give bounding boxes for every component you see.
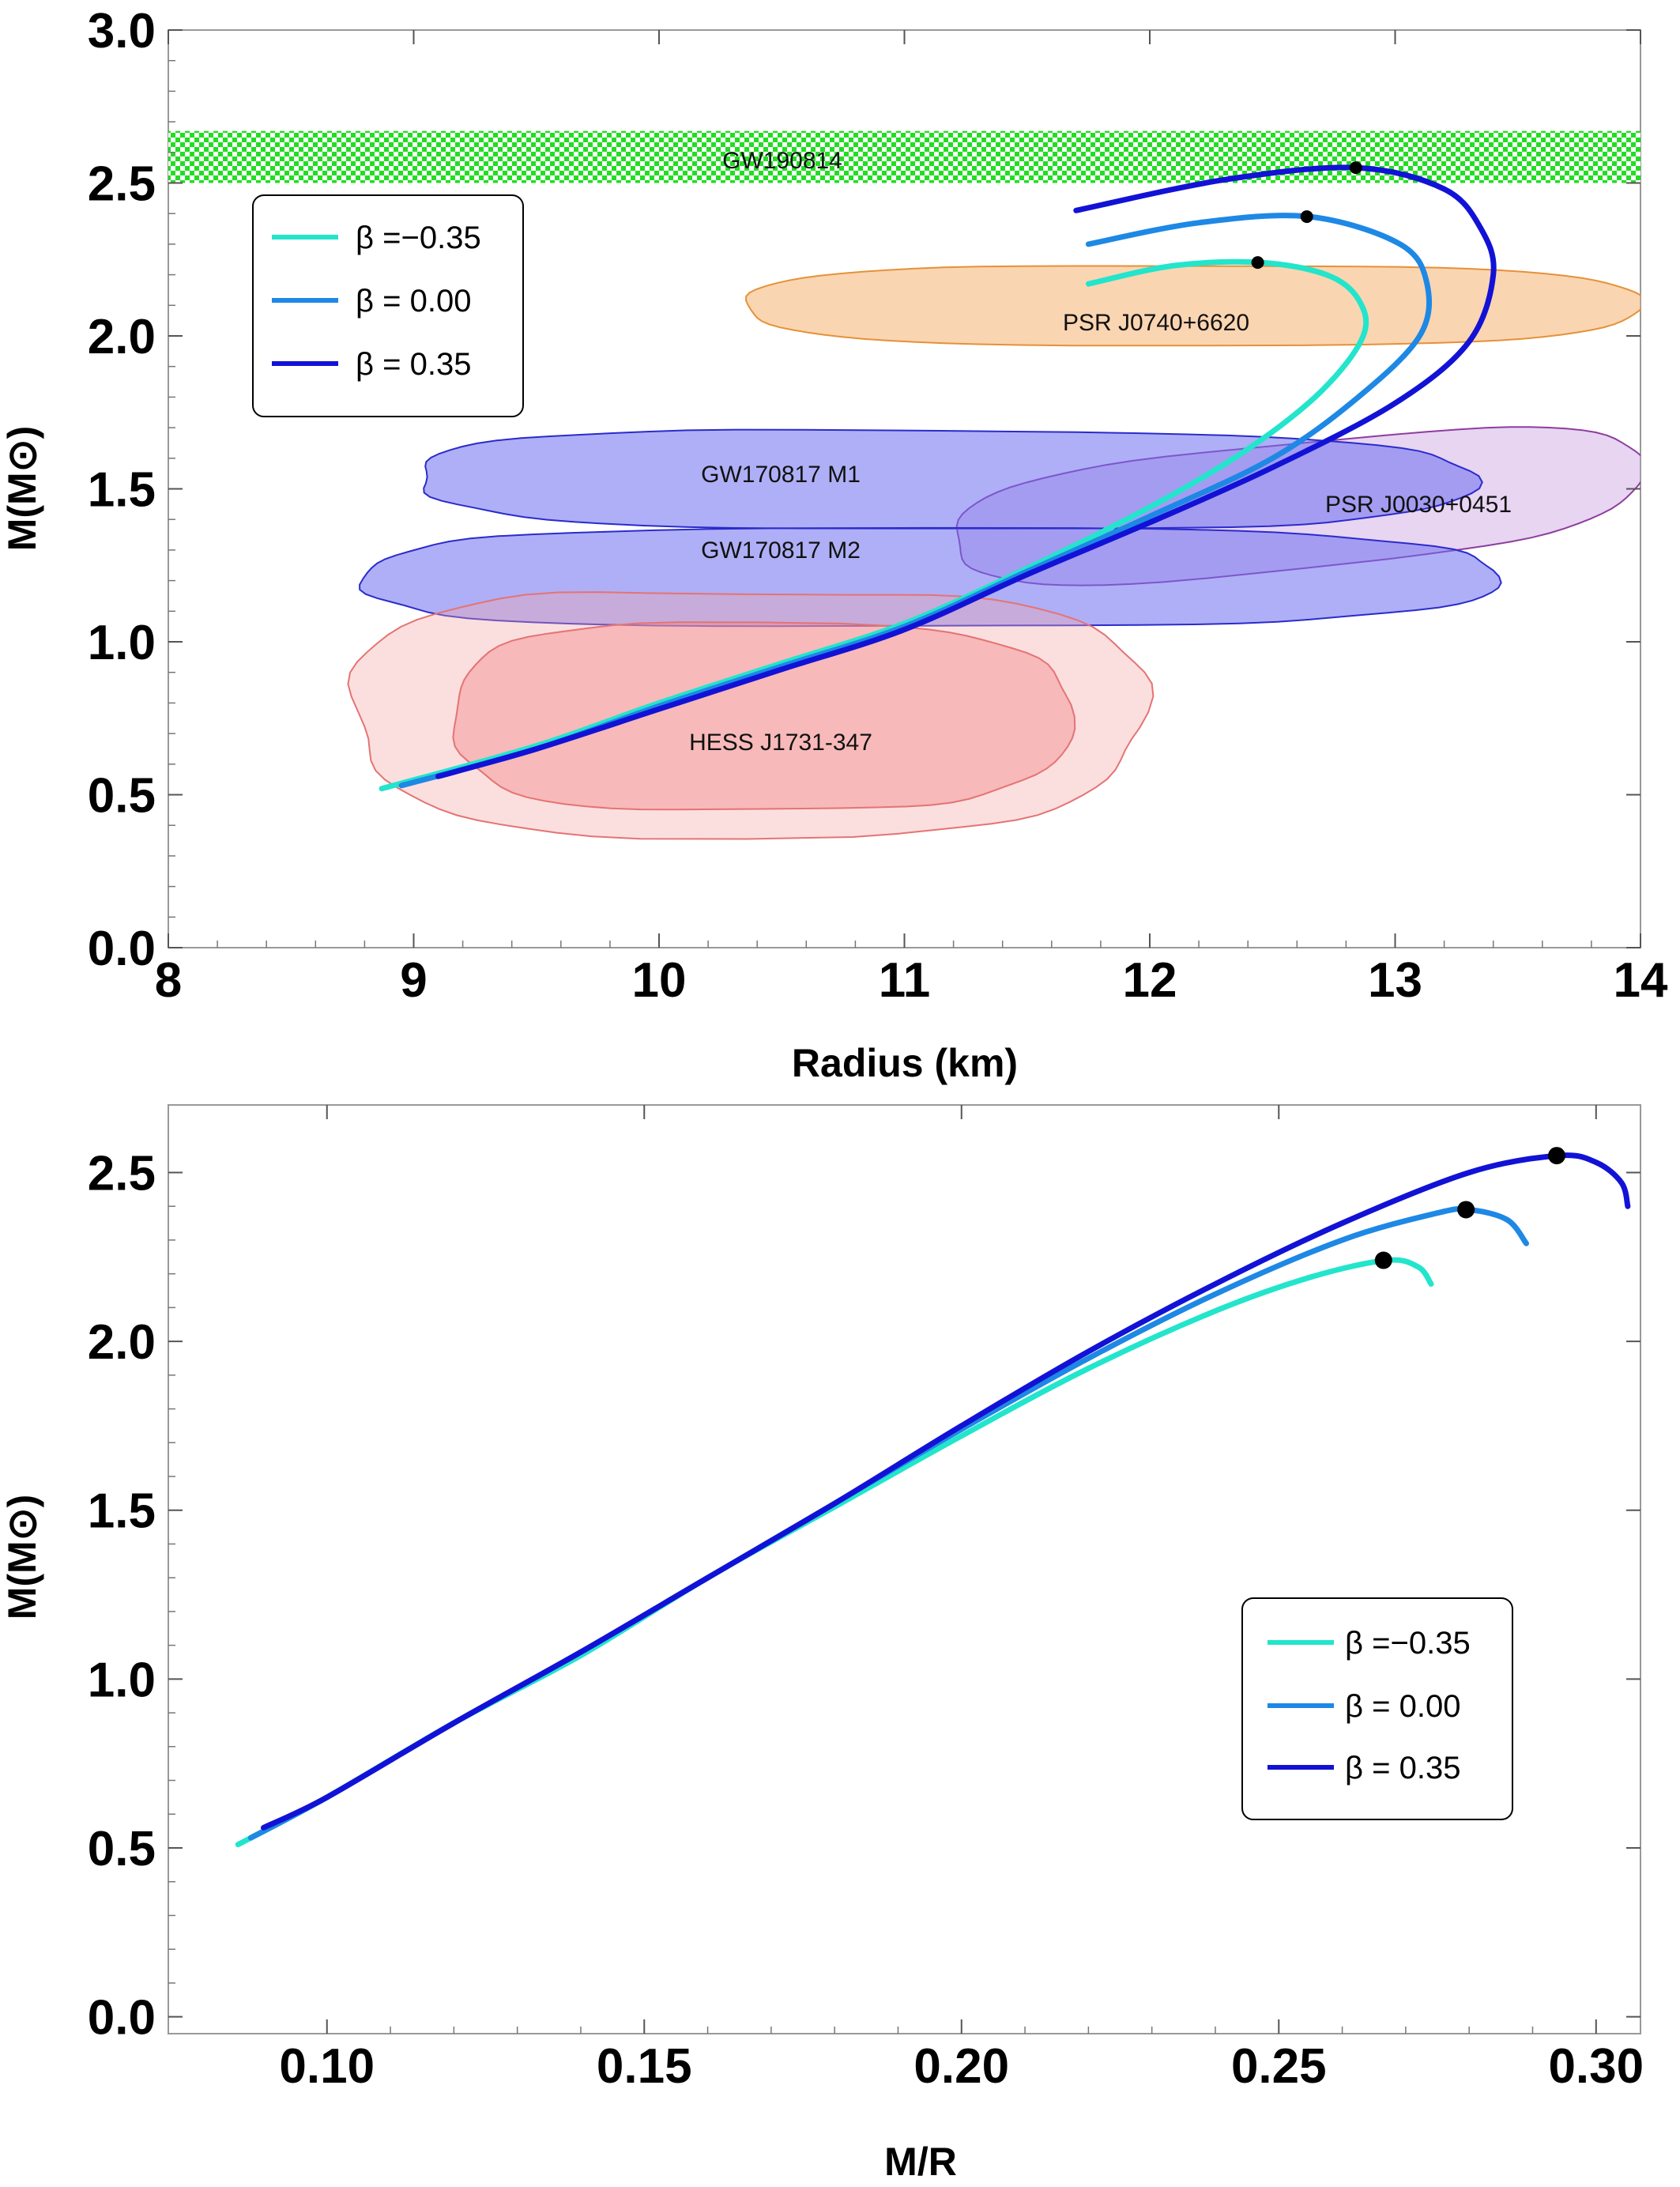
- legend-label-beta-neg: β =−0.35: [1345, 1626, 1471, 1661]
- y-tick-label: 1.5: [88, 463, 156, 518]
- x-tick-label: 13: [1368, 953, 1422, 1008]
- y-tick-label: 0.5: [88, 769, 156, 824]
- curve-beta-pos: [435, 164, 1497, 779]
- y-tick-label: 1.0: [88, 1653, 156, 1707]
- mass-radius-panel: GW190814 PSR J0740+6620 GW170817 M1 GW17…: [0, 4, 1668, 1085]
- legend-label-beta-neg: β =−0.35: [356, 221, 481, 255]
- x-tick-label: 12: [1123, 953, 1177, 1008]
- legend-label-beta-pos: β = 0.35: [356, 347, 471, 382]
- y-axis-label: M(M⊙): [0, 426, 44, 552]
- x-axis-ticks: 8 9 10 11 12 13 14: [155, 30, 1668, 1008]
- y-axis-label: M(M⊙): [0, 1495, 44, 1620]
- y-tick-label: 2.5: [88, 1146, 156, 1201]
- max-mass-point-beta-neg: [1251, 256, 1264, 270]
- y-tick-label: 1.0: [88, 616, 156, 670]
- x-tick-label: 0.15: [597, 2039, 692, 2094]
- gw170817-m2-label: GW170817 M2: [701, 537, 861, 564]
- y-axis-ticks: 0.0 0.5 1.0 1.5 2.0 2.5 3.0: [88, 4, 1640, 976]
- y-axis-ticks: 0.0 0.5 1.0 1.5 2.0 2.5: [88, 1146, 1640, 2046]
- legend-label-beta-pos: β = 0.35: [1345, 1751, 1460, 1785]
- gw170817-m1-label: GW170817 M1: [701, 462, 861, 488]
- max-mass-point-beta-zero: [1457, 1201, 1475, 1219]
- maximum-mass-points: [1251, 161, 1362, 270]
- x-tick-label: 0.25: [1231, 2039, 1327, 2094]
- psr-j0030-label: PSR J0030+0451: [1325, 492, 1512, 518]
- x-tick-label: 8: [155, 953, 182, 1008]
- curve-beta-zero: [398, 213, 1433, 789]
- mass-compactness-curves: [235, 1152, 1631, 1848]
- y-tick-label: 0.0: [88, 922, 156, 976]
- maximum-mass-points: [1374, 1147, 1566, 1269]
- plot-area-frame: [168, 1104, 1641, 2034]
- y-tick-label: 3.0: [88, 4, 156, 58]
- hess-inner-region: [452, 621, 1076, 811]
- x-tick-label: 14: [1614, 953, 1668, 1008]
- x-tick-label: 9: [400, 953, 427, 1008]
- gw190814-label: GW190814: [722, 148, 842, 174]
- gw190814-band: [168, 130, 1640, 183]
- curve-beta-neg: [379, 258, 1369, 792]
- max-mass-point-beta-pos: [1349, 161, 1362, 175]
- x-tick-label: 0.30: [1548, 2039, 1644, 2094]
- hess-label: HESS J1731-347: [689, 730, 872, 756]
- observational-constraints: [168, 130, 1640, 840]
- psr-j0740-label: PSR J0740+6620: [1063, 310, 1249, 336]
- legend: β =−0.35 β = 0.00 β = 0.35: [1241, 1597, 1513, 1820]
- max-mass-point-beta-pos: [1548, 1147, 1566, 1165]
- mass-radius-curves: [379, 164, 1497, 792]
- gw170817-m1-region: [423, 428, 1483, 530]
- x-tick-label: 0.10: [279, 2039, 375, 2094]
- y-tick-label: 2.5: [88, 157, 156, 212]
- x-axis-ticks: 0.10 0.15 0.20 0.25 0.30: [279, 1105, 1644, 2094]
- x-axis-label: M/R: [884, 2140, 957, 2184]
- y-tick-label: 1.5: [88, 1484, 156, 1539]
- curve-beta-pos: [261, 1152, 1631, 1831]
- x-tick-label: 0.20: [913, 2039, 1009, 2094]
- y-tick-label: 0.5: [88, 1822, 156, 1876]
- gw170817-m2-region: [359, 526, 1502, 628]
- max-mass-point-beta-neg: [1374, 1251, 1392, 1269]
- x-tick-label: 10: [632, 953, 687, 1008]
- y-tick-label: 2.0: [88, 310, 156, 364]
- max-mass-point-beta-zero: [1300, 210, 1313, 224]
- y-tick-label: 0.0: [88, 1991, 156, 2046]
- region-labels: GW190814 PSR J0740+6620 GW170817 M1 GW17…: [689, 148, 1512, 756]
- x-axis-label: Radius (km): [792, 1041, 1018, 1085]
- legend-label-beta-zero: β = 0.00: [1345, 1689, 1460, 1724]
- hess-outer-region: [347, 591, 1155, 840]
- legend-frame: [1241, 1597, 1513, 1820]
- x-tick-label: 11: [879, 953, 931, 1008]
- y-tick-label: 2.0: [88, 1315, 156, 1370]
- psr-j0740-region: [744, 265, 1640, 347]
- mass-compactness-panel: 0.10 0.15 0.20 0.25 0.30 0.00.51.01.52.02.5 …: [0, 1104, 1644, 2184]
- legend: β =−0.35 β = 0.00 β = 0.35: [252, 194, 524, 417]
- legend-label-beta-zero: β = 0.00: [356, 284, 471, 319]
